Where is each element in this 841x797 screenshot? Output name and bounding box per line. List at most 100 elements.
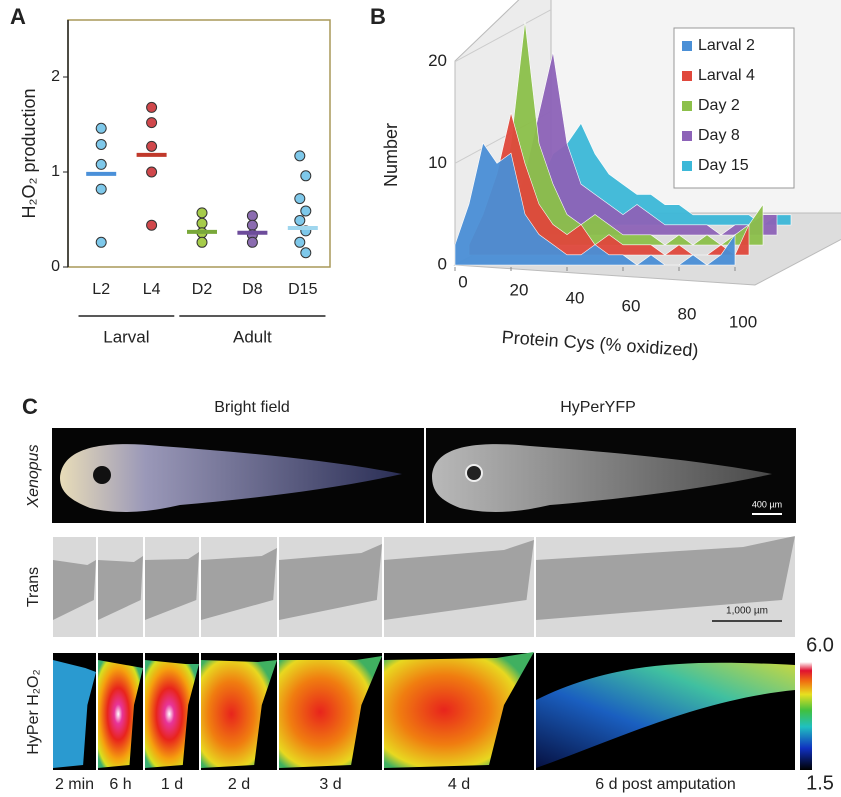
- dot: [300, 170, 312, 182]
- trans-tissue: [145, 552, 199, 620]
- time-label: 2 d: [228, 776, 250, 793]
- time-label: 6 h: [109, 776, 131, 793]
- dot: [246, 210, 258, 222]
- hyper-tissue: [279, 656, 382, 768]
- y-axis-label: H₂O₂ production: [19, 88, 39, 218]
- trans-tissue: [384, 540, 534, 620]
- series-area: [468, 112, 750, 256]
- time-label: 1 d: [161, 776, 183, 793]
- dot: [146, 101, 158, 113]
- time-label: 3 d: [319, 776, 341, 793]
- dot: [146, 140, 158, 152]
- dot: [294, 236, 306, 248]
- trans-tissue: [53, 560, 96, 620]
- panel-label: B: [370, 4, 386, 29]
- x-tick-label: 100: [729, 312, 757, 331]
- dot: [294, 150, 306, 162]
- hyper-tissue: [53, 660, 96, 768]
- y-tick-label: 20: [428, 51, 447, 70]
- y-tick-label: 10: [428, 153, 447, 172]
- eye: [465, 464, 483, 482]
- legend-label: Larval 4: [698, 67, 755, 84]
- column-header: Bright field: [214, 399, 290, 416]
- x-axis-label: Protein Cys (% oxidized): [501, 327, 699, 361]
- tadpole: [432, 444, 772, 512]
- hyper-tissue: [384, 652, 534, 768]
- colorbar-min: 1.5: [806, 772, 834, 794]
- x-tick-label: D8: [242, 281, 263, 298]
- dot: [246, 219, 258, 231]
- eye: [93, 466, 111, 484]
- hyper-tissue: [145, 660, 199, 768]
- y-tick-label: 2: [51, 68, 60, 85]
- trans-row: [53, 536, 795, 637]
- legend-label: Day 2: [698, 97, 740, 114]
- y-tick-label: 1: [51, 163, 60, 180]
- y-tick-label: 0: [51, 258, 60, 275]
- time-label: 2 min: [55, 776, 94, 793]
- hyper-tissue: [536, 662, 795, 768]
- legend-label: Day 8: [698, 127, 740, 144]
- colorbar: [800, 662, 812, 770]
- dot: [196, 217, 208, 229]
- legend-swatch: [682, 101, 692, 111]
- x-tick-label: 60: [622, 296, 641, 315]
- x-tick-label: L4: [143, 281, 161, 298]
- dot: [294, 193, 306, 205]
- legend-swatch: [682, 131, 692, 141]
- row-label: Xenopus: [25, 444, 42, 508]
- grid-line: [454, 9, 552, 63]
- scale-label: 1,000 µm: [726, 606, 768, 617]
- scale-label: 400 µm: [752, 499, 782, 509]
- dot: [196, 236, 208, 248]
- legend-swatch: [682, 161, 692, 171]
- x-tick-label: D2: [192, 281, 213, 298]
- x-tick-label: L2: [92, 281, 110, 298]
- x-tick-label: D15: [288, 281, 317, 298]
- dot: [300, 205, 312, 217]
- row-label: Trans: [25, 567, 42, 607]
- series-area: [454, 142, 736, 266]
- row-label: HyPer H₂O₂: [25, 669, 42, 754]
- column-header: HyPerYFP: [560, 399, 636, 416]
- trans-tissue: [536, 536, 795, 620]
- time-label: 4 d: [448, 776, 470, 793]
- x-tick-label: 40: [566, 288, 585, 307]
- panel-label: A: [10, 4, 26, 29]
- hyper-tissue: [98, 660, 143, 768]
- panel-c: C Bright field HyPerYFP Xenopus Trans Hy…: [22, 394, 834, 794]
- hyper-row: 2 min 6 h 1 d 2 d 3 d 4 d 6 d post amputation: [53, 652, 795, 793]
- dot: [146, 166, 158, 178]
- dot: [146, 117, 158, 129]
- legend-box: [673, 27, 795, 189]
- colorbar-max: 6.0: [806, 634, 834, 656]
- dot: [294, 214, 306, 226]
- group-label: Larval: [103, 327, 149, 346]
- hyper-tissue: [201, 660, 277, 768]
- legend-label: Larval 2: [698, 37, 755, 54]
- x-tick-label: 0: [458, 272, 467, 291]
- group-label: Adult: [233, 327, 272, 346]
- trans-tissue: [201, 548, 277, 620]
- dot: [95, 122, 107, 134]
- dot: [246, 236, 258, 248]
- dot: [95, 183, 107, 195]
- panel-label: C: [22, 394, 38, 419]
- tadpole: [60, 444, 402, 512]
- dot: [196, 207, 208, 219]
- dot: [95, 236, 107, 248]
- series-area: [482, 21, 764, 246]
- time-label: 6 d post amputation: [595, 776, 736, 793]
- trans-tissue: [279, 544, 382, 620]
- dot: [95, 138, 107, 150]
- x-tick-label: 80: [678, 304, 697, 323]
- dot: [300, 247, 312, 259]
- x-tick-label: 20: [510, 280, 529, 299]
- legend-swatch: [682, 71, 692, 81]
- legend-label: Day 15: [698, 157, 749, 174]
- trans-tissue: [98, 556, 143, 620]
- dot: [146, 219, 158, 231]
- legend-swatch: [682, 41, 692, 51]
- y-axis-label: Number: [381, 123, 401, 187]
